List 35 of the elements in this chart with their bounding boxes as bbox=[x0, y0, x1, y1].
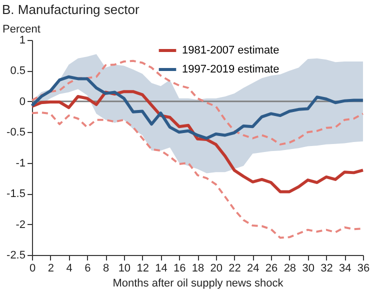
x-tick-label: 12 bbox=[136, 262, 149, 274]
x-tick-label: 22 bbox=[228, 262, 241, 274]
x-tick-label: 24 bbox=[247, 262, 260, 274]
x-tick-label: 6 bbox=[84, 262, 91, 274]
y-tick-label: -0.5 bbox=[6, 126, 26, 139]
x-axis-title: Months after oil supply news shock bbox=[112, 278, 284, 290]
x-tick-label: 16 bbox=[173, 262, 186, 274]
y-tick-label: -2.5 bbox=[6, 250, 26, 262]
chart-title: B. Manufacturing sector bbox=[2, 2, 140, 17]
x-tick-label: 26 bbox=[265, 262, 278, 274]
x-tick-label: 36 bbox=[357, 262, 370, 274]
x-tick-label: 34 bbox=[338, 262, 352, 274]
line-series bbox=[31, 60, 364, 146]
x-tick-label: 30 bbox=[302, 262, 314, 274]
x-tick-label: 2 bbox=[48, 262, 54, 274]
x-tick-label: 32 bbox=[320, 262, 333, 274]
y-tick-label: -2 bbox=[16, 218, 26, 231]
x-tick-label: 4 bbox=[66, 262, 72, 274]
x-tick-label: 28 bbox=[284, 262, 296, 274]
y-tick-label: 0 bbox=[19, 96, 26, 108]
y-tick-label: 0.5 bbox=[10, 65, 26, 78]
legend-label: 1981-2007 estimate bbox=[182, 44, 280, 56]
y-tick-label: -1.5 bbox=[6, 188, 26, 200]
x-tick-label: 14 bbox=[155, 262, 168, 274]
x-tick-label: 0 bbox=[29, 262, 36, 274]
legend-label: 1997-2019 estimate bbox=[182, 64, 280, 76]
x-tick-label: 8 bbox=[102, 262, 110, 274]
y-tick-label: 1 bbox=[19, 34, 26, 46]
x-tick-label: 10 bbox=[118, 262, 131, 274]
line-series bbox=[30, 90, 364, 194]
x-tick-label: 20 bbox=[210, 262, 223, 274]
line-series bbox=[30, 75, 364, 140]
y-tick-label: -1 bbox=[16, 157, 26, 170]
x-tick-label: 18 bbox=[192, 262, 204, 274]
y-axis-title: Percent bbox=[2, 24, 40, 36]
